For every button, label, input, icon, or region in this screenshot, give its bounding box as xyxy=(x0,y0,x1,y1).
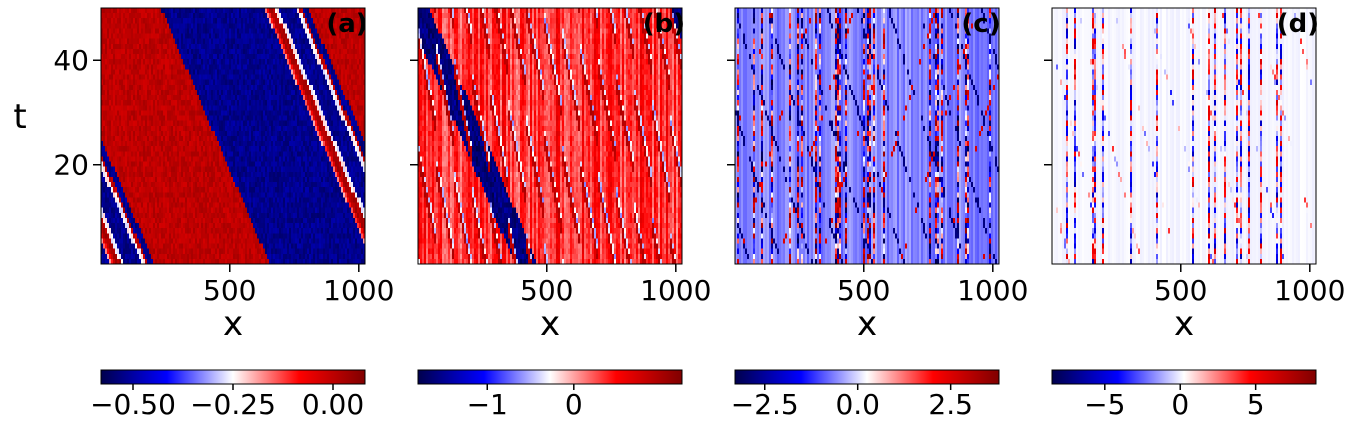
x-axis-label: x xyxy=(540,304,560,344)
colorbar-gradient xyxy=(100,369,366,385)
colorbar-gradient xyxy=(1051,369,1317,385)
x-tick-label: 500 xyxy=(520,274,573,307)
axes-frame xyxy=(417,7,683,265)
colorbar-gradient xyxy=(417,369,683,385)
colorbar: −5 0 5 xyxy=(1051,369,1317,421)
x-tick-label: 500 xyxy=(837,274,890,307)
colorbar-tick-label: −0.25 xyxy=(190,388,276,421)
heatmap-image xyxy=(735,8,999,264)
heatmap-image xyxy=(101,8,365,264)
x-axis-label: x xyxy=(857,304,877,344)
x-axis-label: x xyxy=(1174,304,1194,344)
colorbar-tick-label: 0 xyxy=(1171,388,1189,421)
panel-label: (d) xyxy=(1277,9,1319,39)
panel-1: 500 1000 20 40 x t (a) −0.50 −0.25 0.00 xyxy=(13,7,394,421)
panel-4: 500 1000 x (d) −5 0 5 xyxy=(1044,7,1345,421)
colorbar-tick-label: 0 xyxy=(565,388,583,421)
colorbar-tick-label: −2.5 xyxy=(731,388,799,421)
y-tick-label: 20 xyxy=(53,149,89,182)
panel-label: (c) xyxy=(961,9,1000,39)
panel-label: (a) xyxy=(326,9,367,39)
y-tick-label: 40 xyxy=(53,44,89,77)
x-tick-label: 1000 xyxy=(640,274,711,307)
panel-2: 500 1000 x (b) −1 0 xyxy=(410,7,711,421)
colorbar-tick-label: −5 xyxy=(1084,388,1125,421)
heatmap-image xyxy=(1052,8,1316,264)
colorbar: −2.5 0.0 2.5 xyxy=(731,369,1000,421)
x-tick-label: 1000 xyxy=(957,274,1028,307)
panel-3: 500 1000 x (c) −2.5 0.0 2.5 xyxy=(727,7,1028,421)
colorbar-gradient xyxy=(734,369,1000,385)
panel-label: (b) xyxy=(643,9,685,39)
colorbar-tick-label: 0.0 xyxy=(835,388,880,421)
x-tick-label: 1000 xyxy=(323,274,394,307)
x-axis-label: x xyxy=(223,304,243,344)
heatmap-image xyxy=(418,8,682,264)
x-tick-label: 500 xyxy=(203,274,256,307)
y-axis-label: t xyxy=(13,97,26,137)
x-tick-label: 1000 xyxy=(1274,274,1345,307)
axes-frame xyxy=(100,7,366,265)
axes-frame xyxy=(734,7,1000,265)
colorbar-tick-label: 2.5 xyxy=(928,388,973,421)
x-tick-label: 500 xyxy=(1154,274,1207,307)
colorbar-tick-label: −0.50 xyxy=(90,388,176,421)
colorbar-tick-label: 5 xyxy=(1247,388,1265,421)
colorbar-tick-label: 0.00 xyxy=(302,388,364,421)
colorbar-tick-label: −1 xyxy=(467,388,508,421)
colorbar: −0.50 −0.25 0.00 xyxy=(90,369,366,421)
axes-frame xyxy=(1051,7,1317,265)
colorbar: −1 0 xyxy=(417,369,683,421)
